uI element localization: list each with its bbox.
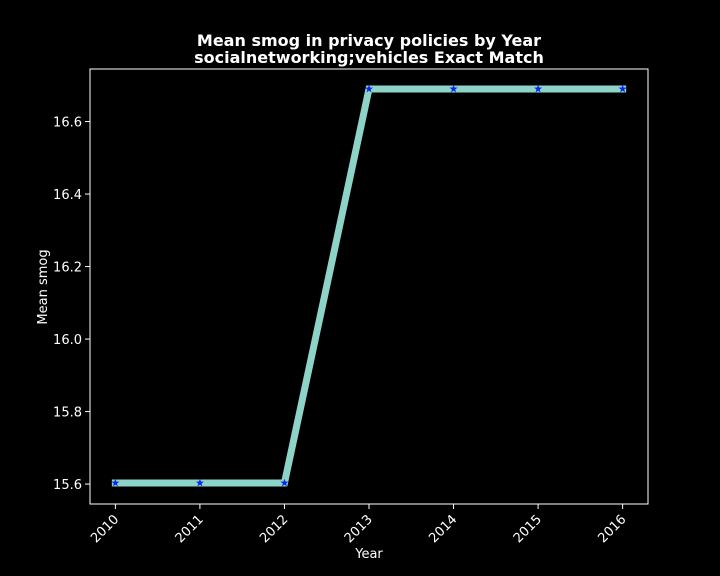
chart-subtitle: socialnetworking;vehicles Exact Match: [194, 48, 544, 67]
y-axis-label: Mean smog: [36, 249, 51, 324]
y-tick-label: 16.4: [53, 188, 82, 203]
chart-title: Mean smog in privacy policies by Year: [197, 31, 541, 50]
data-point-marker: [365, 84, 373, 93]
data-point-marker: [280, 478, 289, 487]
data-point-marker: [534, 84, 543, 93]
series-layer: [111, 84, 627, 487]
y-tick-label: 15.6: [53, 478, 82, 493]
y-tick-label: 16.6: [53, 116, 82, 131]
data-point-marker: [195, 478, 204, 487]
y-axis: 15.6 15.8 16.0 16.2 16.4 16.6: [53, 116, 90, 493]
data-point-marker: [618, 84, 627, 93]
y-tick-label: 16.0: [53, 333, 82, 348]
data-point-marker: [111, 478, 120, 487]
data-point-marker: [449, 84, 458, 93]
x-axis-label: Year: [354, 547, 383, 562]
y-tick-label: 16.2: [53, 261, 82, 276]
y-tick-label: 15.8: [53, 406, 82, 421]
